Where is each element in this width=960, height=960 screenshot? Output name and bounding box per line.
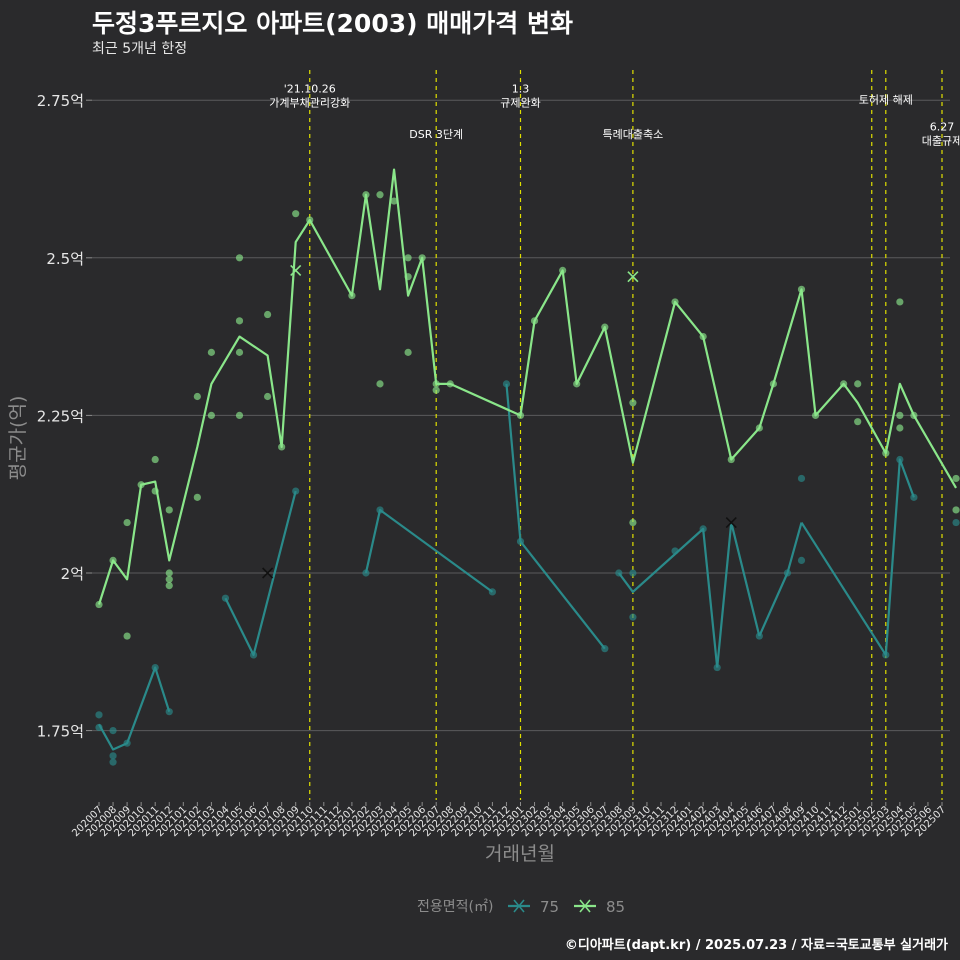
- y-axis-label: 평균가(억): [7, 396, 29, 481]
- data-point: [629, 399, 637, 407]
- data-point: [854, 380, 862, 388]
- x-marker: [290, 264, 302, 276]
- data-point: [896, 411, 904, 419]
- data-point: [235, 411, 244, 419]
- x-marker: [627, 271, 639, 283]
- series-line: [97, 168, 958, 605]
- y-tick-label: 2.5억: [46, 250, 84, 268]
- chart-title: 두정3푸르지오 아파트(2003) 매매가격 변화: [92, 9, 573, 38]
- series-line: [716, 521, 761, 668]
- data-point: [629, 569, 637, 577]
- event-label: 6.27 대출규제: [922, 120, 960, 147]
- data-point: [896, 424, 904, 432]
- data-point: [432, 386, 440, 394]
- legend-label: 75: [540, 898, 559, 916]
- y-tick-label: 2억: [61, 565, 84, 583]
- x-marker: [262, 567, 274, 579]
- event-label: '21.10.26 가계부채관리강화: [269, 83, 350, 110]
- data-point: [207, 348, 215, 356]
- data-point: [109, 727, 117, 735]
- legend-label: 85: [606, 898, 625, 916]
- x-marker: [725, 517, 737, 529]
- data-point: [854, 418, 862, 426]
- data-point: [952, 474, 960, 483]
- data-point: [376, 380, 384, 388]
- data-point: [165, 569, 173, 577]
- data-point: [952, 518, 960, 527]
- data-point: [264, 392, 272, 401]
- series-line: [758, 522, 803, 637]
- y-tick-label: 2.25억: [37, 407, 84, 425]
- legend: 전용면적(㎡) 75 85: [417, 898, 625, 916]
- y-tick-label: 1.75억: [37, 723, 84, 741]
- series-layer: [95, 168, 960, 766]
- series-line: [800, 458, 915, 657]
- data-point: [404, 254, 412, 262]
- data-point: [193, 493, 201, 501]
- data-point: [264, 310, 272, 319]
- data-point: [292, 210, 300, 218]
- legend-key-marker: [579, 899, 591, 913]
- y-tick-label: 2.75억: [37, 92, 84, 110]
- series-line: [505, 383, 606, 650]
- x-axis-label: 거래년월: [485, 843, 555, 865]
- data-point: [797, 474, 806, 483]
- data-point: [235, 348, 244, 356]
- data-point: [629, 518, 637, 527]
- data-point: [235, 317, 244, 325]
- data-point: [235, 254, 244, 262]
- data-point: [123, 632, 131, 640]
- event-label: 토허제 해제: [859, 92, 913, 106]
- data-point: [952, 506, 960, 514]
- data-point: [109, 752, 117, 760]
- legend-key-marker: [513, 899, 525, 913]
- data-point: [797, 556, 806, 564]
- event-label: 특례대출축소: [603, 128, 664, 141]
- series-line: [617, 527, 719, 668]
- data-point: [404, 348, 412, 356]
- series-line: [224, 490, 297, 657]
- data-point: [376, 191, 384, 199]
- data-point: [629, 613, 637, 621]
- series-85: [95, 168, 960, 640]
- data-point: [151, 455, 159, 464]
- series-line: [98, 666, 171, 751]
- data-point: [896, 298, 904, 306]
- data-point: [109, 758, 117, 766]
- data-point: [165, 575, 173, 583]
- data-point: [95, 711, 103, 719]
- event-label: DSR 3단계: [409, 128, 463, 141]
- series-line: [364, 508, 494, 593]
- data-point: [207, 411, 215, 419]
- data-point: [165, 506, 173, 514]
- data-point: [165, 582, 173, 590]
- legend-title: 전용면적(㎡): [417, 899, 493, 915]
- source-footer: ©디아파트(dapt.kr) / 2025.07.23 / 자료=국토교통부 실…: [564, 938, 948, 953]
- event-label: 1.3 규제완화: [500, 83, 540, 110]
- y-axis: 1.75억 2억 2.25억 2.5억 2.75억: [37, 92, 92, 741]
- data-point: [713, 663, 721, 672]
- data-point: [390, 197, 398, 205]
- data-point: [123, 518, 131, 527]
- chart-subtitle: 최근 5개년 한정: [92, 41, 188, 57]
- x-axis: 2020072020082020092020102020112020122021…: [70, 802, 948, 839]
- series-75: [95, 380, 960, 766]
- data-point: [193, 392, 201, 401]
- grid-lines: [92, 99, 950, 732]
